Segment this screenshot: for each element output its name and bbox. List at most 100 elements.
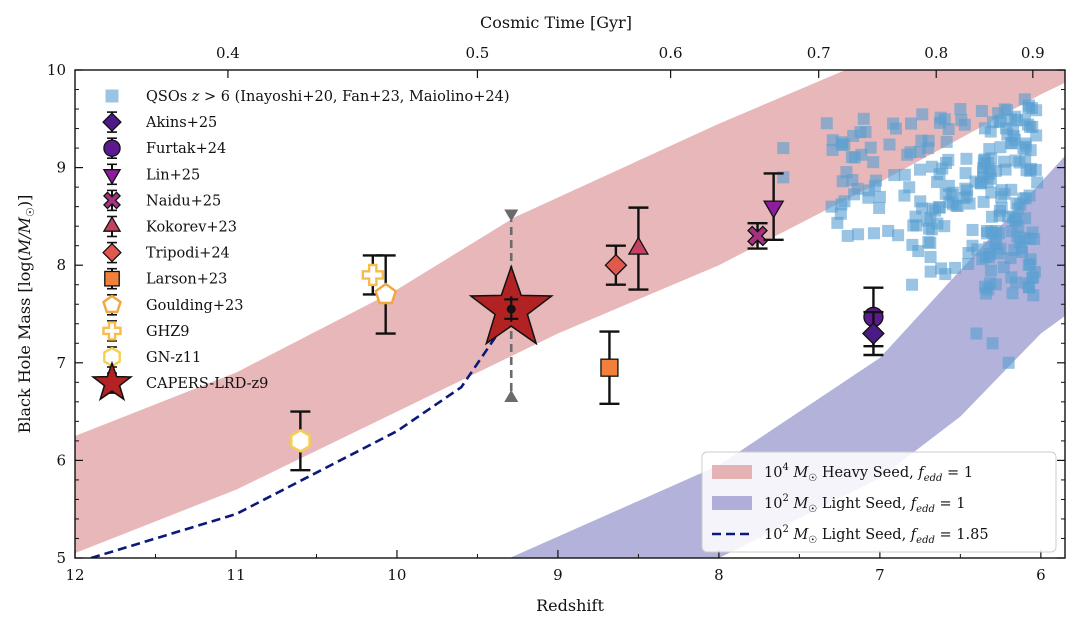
legend-entry-kokorev-23: Kokorev+23 [102, 215, 237, 238]
legend-marker-furtak-24 [103, 139, 121, 157]
qso-point [1030, 129, 1043, 142]
legend-entry-furtak-24: Furtak+24 [103, 137, 226, 159]
capers-range-upper-cap [504, 209, 519, 222]
light-seed-dashed-track [90, 308, 516, 558]
qso-point [922, 236, 935, 249]
point-goulding-23 [374, 254, 398, 335]
point-naidu-25 [747, 222, 768, 250]
legend-swatch [712, 496, 752, 510]
legend-label: GHZ9 [146, 324, 190, 340]
legend-marker-larson-23 [104, 270, 120, 287]
qso-point [848, 151, 861, 164]
qso-point [997, 261, 1010, 274]
legend-entry-tripodi-24: Tripodi+24 [102, 241, 230, 264]
legend-label: Naidu+25 [146, 193, 221, 209]
qso-point [995, 191, 1008, 204]
qso-point [831, 216, 844, 229]
legend-entry-qsos: QSOs z > 6 (Inayoshi+20, Fan+23, Maiolin… [105, 89, 509, 105]
legend-entry-capers-lrd-z9: CAPERS-LRD-z9 [90, 360, 268, 402]
qso-point [963, 197, 976, 210]
marker-lin-25 [762, 200, 785, 219]
qso-point [1016, 245, 1029, 258]
qso-point [980, 225, 993, 238]
qso-point [938, 220, 951, 233]
qso-point [933, 116, 946, 129]
point-gn-z11 [290, 410, 311, 472]
qso-point [977, 165, 990, 178]
qso-point [889, 122, 902, 135]
plot-frame [74, 69, 1066, 559]
qso-point [913, 163, 926, 176]
qso-point [933, 201, 946, 214]
y-axis-label: Black Hole Mass [log(M/M☉)] [15, 195, 37, 434]
x-axis-label: Redshift [536, 596, 604, 615]
x-tick-label: 6 [1036, 566, 1046, 584]
qso-point [826, 143, 839, 156]
qso-point [942, 179, 955, 192]
dashed-line-series [90, 308, 516, 558]
qso-point [1018, 113, 1031, 126]
top-axis-label: Cosmic Time [Gyr] [480, 13, 632, 32]
legend-lower-entry: 102 M☉ Light Seed, fedd = 1.85 [712, 524, 989, 546]
x-tick-label: 8 [714, 566, 724, 584]
marker-ghz9 [361, 263, 385, 287]
observation-points [290, 172, 885, 472]
qso-point [966, 239, 979, 252]
qso-cloud [777, 93, 1044, 369]
qso-point [962, 257, 975, 270]
qso-point [995, 202, 1008, 215]
point-akins-25 [861, 310, 885, 357]
legend-upper: QSOs z > 6 (Inayoshi+20, Fan+23, Maiolin… [90, 89, 509, 402]
qso-point [975, 104, 988, 117]
qso-point [826, 134, 839, 147]
legend-lower-box [701, 451, 1057, 553]
qso-point [955, 114, 968, 127]
qso-point [836, 175, 849, 188]
qso-point [1009, 154, 1022, 167]
qso-point [977, 195, 990, 208]
qso-point [998, 155, 1011, 168]
legend-marker-akins-25 [102, 112, 122, 132]
qso-point [916, 108, 929, 121]
marker-akins-25 [861, 322, 885, 345]
legend-label: Goulding+23 [146, 298, 243, 314]
legend-lower: 104 M☉ Heavy Seed, fedd = 1 102 M☉ Light … [701, 451, 1057, 553]
qso-point [1009, 276, 1022, 289]
marker-larson-23 [600, 358, 619, 377]
point-kokorev-23 [627, 206, 650, 291]
legend-lower-label: 102 M☉ Light Seed, fedd = 1.85 [764, 524, 989, 546]
qso-point [970, 327, 983, 340]
qso-point [892, 229, 905, 242]
top-tick-label: 0.5 [466, 44, 490, 62]
qso-point [903, 181, 916, 194]
legend-marker-tripodi-24 [102, 242, 122, 263]
x-tick-label: 11 [226, 566, 245, 584]
qso-point [982, 283, 995, 296]
qso-point [888, 169, 901, 182]
qso-point [951, 199, 964, 212]
qso-point [924, 265, 937, 278]
top-tick-label: 0.9 [1021, 44, 1045, 62]
qso-point [960, 152, 973, 165]
qso-point [1019, 153, 1032, 166]
qso-point [1005, 183, 1018, 196]
legend-marker-capers-lrd-z9 [90, 360, 134, 402]
legend-swatch [712, 465, 752, 479]
point-larson-23 [599, 330, 620, 405]
qso-point [1009, 110, 1022, 123]
legend-label: CAPERS-LRD-z9 [146, 376, 268, 392]
legend-entry-ghz9: GHZ9 [102, 320, 190, 342]
qso-point [923, 222, 936, 235]
qso-point [1019, 192, 1032, 205]
qso-point [994, 141, 1007, 154]
qso-point [922, 142, 935, 155]
qso-point [959, 167, 972, 180]
marker-kokorev-23 [627, 236, 650, 255]
legend-marker-kokorev-23 [102, 215, 122, 232]
y-tick-label: 7 [56, 354, 66, 372]
qso-point [984, 264, 997, 277]
qso-point [912, 245, 925, 258]
marker-goulding-23 [374, 282, 398, 305]
qso-point [1030, 104, 1043, 117]
y-tick-label: 9 [56, 159, 66, 177]
